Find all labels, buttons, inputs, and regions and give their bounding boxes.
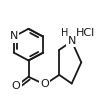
Text: HCl: HCl (75, 28, 95, 38)
Text: N: N (68, 36, 76, 46)
Text: H: H (61, 28, 69, 38)
Text: N: N (10, 31, 18, 41)
Text: O: O (12, 81, 20, 91)
Text: O: O (40, 79, 49, 89)
